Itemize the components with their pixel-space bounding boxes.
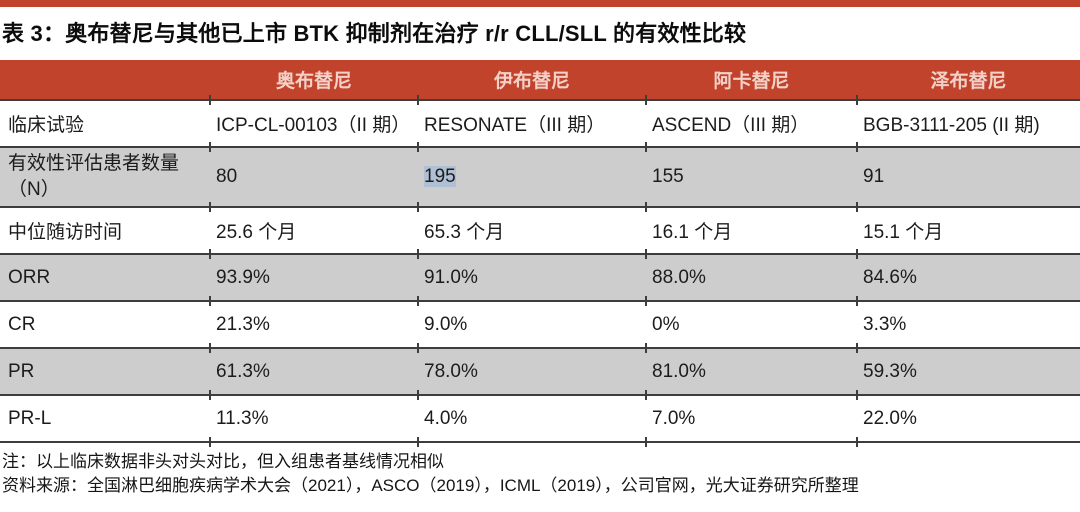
cell: 81.0%	[645, 343, 857, 394]
cell: 0%	[645, 296, 857, 347]
table-row-patient-count: 有效性评估患者数量（N） 80 195 155 91	[0, 142, 1080, 206]
table-row-median-followup: 中位随访时间 25.6 个月 65.3 个月 16.1 个月 15.1 个月	[0, 202, 1080, 253]
table-row-pr: PR 61.3% 78.0% 81.0% 59.3%	[0, 343, 1080, 394]
cell: 3.3%	[856, 296, 1080, 347]
row-label: CR	[0, 300, 210, 347]
row-label: ORR	[0, 253, 210, 300]
cell: 195	[417, 142, 646, 206]
cell: 78.0%	[417, 343, 646, 394]
cell: 88.0%	[645, 249, 857, 300]
cell: 59.3%	[856, 343, 1080, 394]
cell: 91	[856, 142, 1080, 206]
footnotes: 注：以上临床数据非头对头对比，但入组患者基线情况相似 资料来源：全国淋巴细胞疾病…	[2, 450, 1078, 498]
row-label: 临床试验	[0, 99, 210, 146]
row-label: PR	[0, 347, 210, 394]
cell: 22.0%	[856, 390, 1080, 447]
cell: RESONATE（III 期）	[417, 95, 646, 146]
table-row-pr-l: PR-L 11.3% 4.0% 7.0% 22.0%	[0, 390, 1080, 447]
cell: 25.6 个月	[209, 202, 418, 253]
cell: 93.9%	[209, 249, 418, 300]
cell: 61.3%	[209, 343, 418, 394]
cell: 15.1 个月	[856, 202, 1080, 253]
cell: 65.3 个月	[417, 202, 646, 253]
column-header-orelabrutinib: 奥布替尼	[210, 60, 418, 99]
source-line: 资料来源：全国淋巴细胞疾病学术大会（2021），ASCO（2019），ICML（…	[2, 476, 859, 496]
header-corner-cell	[0, 60, 210, 99]
row-label: 有效性评估患者数量（N）	[0, 146, 210, 206]
cell: 91.0%	[417, 249, 646, 300]
table-row-cr: CR 21.3% 9.0% 0% 3.3%	[0, 296, 1080, 347]
cell: 155	[645, 142, 857, 206]
cell: 84.6%	[856, 249, 1080, 300]
note-line: 注：以上临床数据非头对头对比，但入组患者基线情况相似	[2, 452, 444, 471]
cell: 4.0%	[417, 390, 646, 447]
column-header-zanubrutinib: 泽布替尼	[857, 60, 1080, 99]
cell: 9.0%	[417, 296, 646, 347]
table-row-orr: ORR 93.9% 91.0% 88.0% 84.6%	[0, 249, 1080, 300]
btk-comparison-table: 奥布替尼 伊布替尼 阿卡替尼 泽布替尼 临床试验 ICP-CL-00103（II…	[0, 60, 1080, 447]
column-header-ibrutinib: 伊布替尼	[418, 60, 646, 99]
column-header-acalabrutinib: 阿卡替尼	[646, 60, 857, 99]
cell: 21.3%	[209, 296, 418, 347]
row-label: 中位随访时间	[0, 206, 210, 253]
table-title: 表 3：奥布替尼与其他已上市 BTK 抑制剂在治疗 r/r CLL/SLL 的有…	[2, 21, 747, 46]
row-label-text: 有效性评估患者数量（N）	[8, 153, 180, 200]
accent-top-rule	[0, 0, 1080, 7]
cell: 11.3%	[209, 390, 418, 447]
cell: 16.1 个月	[645, 202, 857, 253]
selected-text-highlight: 195	[424, 166, 456, 187]
cell: 80	[209, 142, 418, 206]
cell: 7.0%	[645, 390, 857, 447]
cell: ASCEND（III 期）	[645, 95, 857, 146]
cell: BGB-3111-205 (II 期)	[856, 95, 1080, 146]
header-row: 奥布替尼 伊布替尼 阿卡替尼 泽布替尼	[0, 60, 1080, 99]
table-row-clinical-trial: 临床试验 ICP-CL-00103（II 期） RESONATE（III 期） …	[0, 95, 1080, 146]
cell: ICP-CL-00103（II 期）	[209, 95, 418, 146]
row-label: PR-L	[0, 394, 210, 443]
